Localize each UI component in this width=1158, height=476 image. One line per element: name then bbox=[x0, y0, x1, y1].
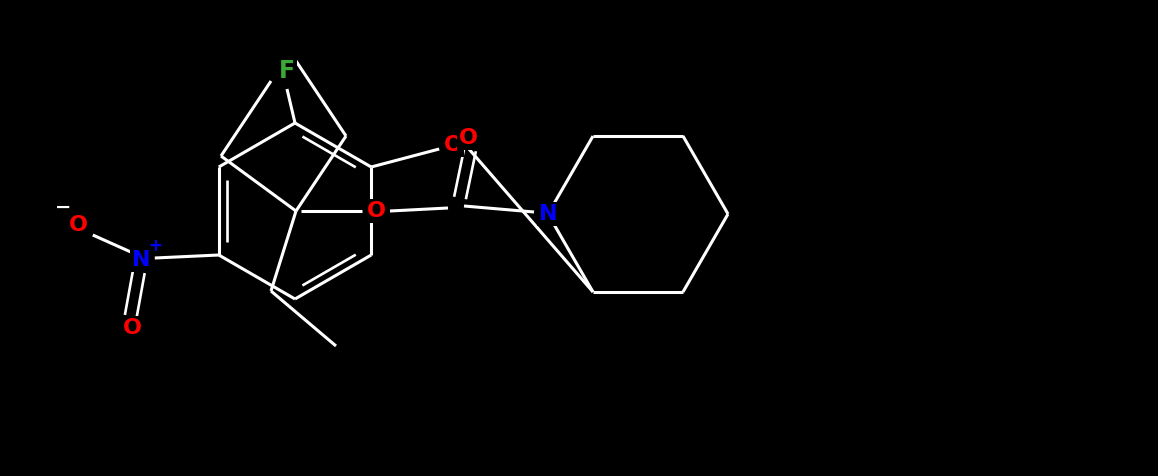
Text: O: O bbox=[366, 201, 386, 221]
Text: O: O bbox=[69, 215, 88, 235]
Text: O: O bbox=[459, 128, 477, 148]
Text: N: N bbox=[538, 204, 557, 224]
Text: O: O bbox=[123, 318, 142, 338]
Text: −: − bbox=[54, 198, 71, 217]
Text: O: O bbox=[444, 135, 463, 155]
Text: +: + bbox=[148, 237, 162, 255]
Text: N: N bbox=[132, 250, 151, 270]
Text: F: F bbox=[279, 59, 295, 83]
